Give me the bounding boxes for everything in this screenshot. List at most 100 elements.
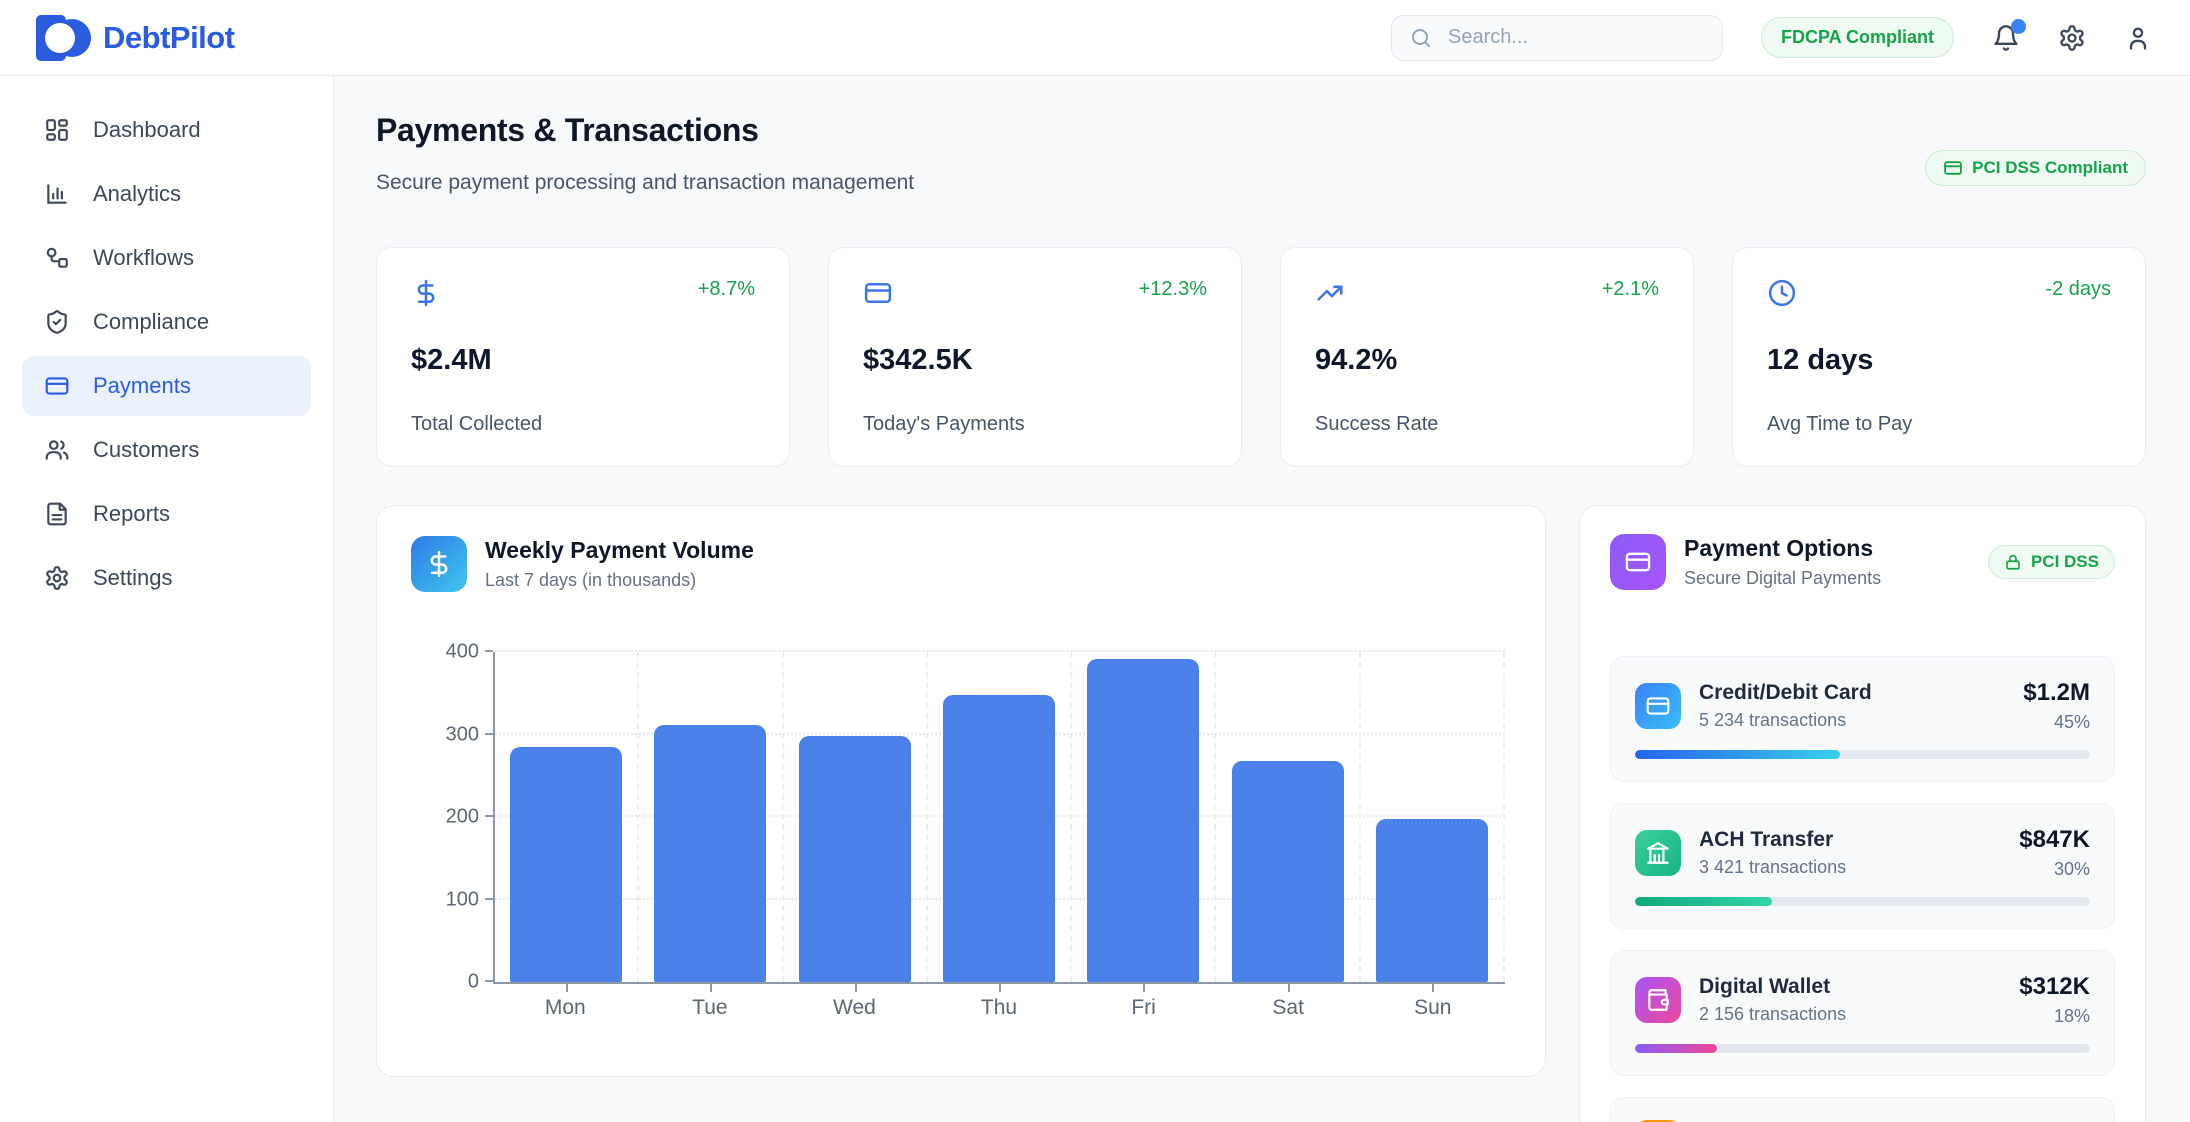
method-name: Digital Wallet xyxy=(1699,975,1831,998)
y-axis-label: 300 xyxy=(445,723,479,745)
sidebar-item-dashboard[interactable]: Dashboard xyxy=(22,100,311,160)
gear-icon xyxy=(2060,24,2084,51)
payment-method-digital-wallet[interactable]: Digital Wallet 2 156 transactions $312K … xyxy=(1610,950,2115,1076)
chart-subtitle: Last 7 days (in thousands) xyxy=(485,570,697,590)
stat-card-todays-payments: +12.3% $342.5K Today's Payments xyxy=(828,247,1242,467)
sidebar-item-label: Compliance xyxy=(93,309,210,334)
app-logo[interactable]: DebtPilot xyxy=(36,14,235,62)
sidebar-item-label: Settings xyxy=(93,565,173,590)
notification-dot xyxy=(2011,18,2026,34)
sidebar-item-label: Analytics xyxy=(93,181,182,206)
method-transactions: 5 234 transactions xyxy=(1699,710,1847,730)
bar-thu xyxy=(942,694,1055,982)
dashboard-grid-icon xyxy=(46,119,68,141)
bell-icon xyxy=(1994,24,2018,51)
debtpilot-logo-icon xyxy=(36,14,91,62)
sidebar-item-workflows[interactable]: Workflows xyxy=(22,228,311,288)
dollar-icon xyxy=(411,536,467,592)
settings-button[interactable] xyxy=(2058,24,2086,52)
pci-dss-badge: PCI DSS xyxy=(1987,545,2115,579)
method-progress-fill xyxy=(1635,897,1772,906)
method-percent: 30% xyxy=(2053,859,2090,879)
x-axis-label-sun: Sun xyxy=(1414,996,1452,1019)
stat-cards-row: +8.7% $2.4M Total Collected +12.3% $342.… xyxy=(376,247,2146,467)
chart-slot-thu xyxy=(928,652,1073,992)
stat-change: -2 days xyxy=(2045,278,2111,300)
user-profile-button[interactable] xyxy=(2124,24,2152,52)
sidebar-item-reports[interactable]: Reports xyxy=(22,484,311,544)
bar-chart: 0 100 200 300 400 Mon Tue Wed Thu Fri Sat Sun xyxy=(446,641,1505,1048)
chart-slot-fri xyxy=(1072,652,1217,992)
lock-icon xyxy=(2006,554,2020,570)
stat-value: 12 days xyxy=(1767,344,1874,376)
sidebar-item-label: Dashboard xyxy=(93,117,201,142)
stat-change: +8.7% xyxy=(697,278,755,300)
wallet-icon xyxy=(1635,977,1681,1023)
method-progress-track xyxy=(1635,897,2090,906)
sidebar-item-label: Payments xyxy=(93,373,191,398)
x-axis-label-thu: Thu xyxy=(980,996,1018,1019)
payment-method-ach-transfer[interactable]: ACH Transfer 3 421 transactions $847K 30… xyxy=(1610,803,2115,929)
payment-method-mobile-payment[interactable]: Mobile Payment $156K xyxy=(1610,1097,2115,1122)
method-name: ACH Transfer xyxy=(1699,828,1834,851)
payment-method-credit-debit-card[interactable]: Credit/Debit Card 5 234 transactions $1.… xyxy=(1610,656,2115,782)
x-axis-label-tue: Tue xyxy=(692,996,728,1019)
y-axis-label: 400 xyxy=(445,640,479,663)
method-progress-track xyxy=(1635,750,2090,759)
sidebar-item-customers[interactable]: Customers xyxy=(22,420,311,480)
gridline xyxy=(495,650,1505,652)
stat-change: +2.1% xyxy=(1601,278,1659,300)
chart-slot-sat xyxy=(1216,652,1361,992)
y-axis-tick xyxy=(485,897,493,900)
method-percent: 18% xyxy=(2053,1006,2090,1026)
method-amount: $312K xyxy=(2019,973,2090,1000)
bar-sun xyxy=(1375,818,1488,982)
sidebar-item-label: Customers xyxy=(93,437,200,462)
x-axis-label-mon: Mon xyxy=(544,996,586,1019)
credit-card-icon xyxy=(1944,161,1962,175)
workflow-icon xyxy=(46,247,68,268)
bar-sat xyxy=(1231,760,1344,982)
bar-wed xyxy=(798,736,911,982)
pci-dss-compliant-badge: PCI DSS Compliant xyxy=(1925,150,2146,186)
x-axis-label-sat: Sat xyxy=(1272,996,1304,1019)
users-icon xyxy=(45,440,69,460)
top-header: DebtPilot FDCPA Compliant xyxy=(0,0,2190,76)
method-name: Credit/Debit Card xyxy=(1699,681,1872,704)
credit-card-icon xyxy=(1610,534,1666,590)
sidebar-item-label: Reports xyxy=(93,501,171,526)
notifications-button[interactable] xyxy=(1992,18,2026,52)
stat-label: Avg Time to Pay xyxy=(1767,413,1913,435)
chart-slot-tue xyxy=(639,652,784,992)
stat-change: +12.3% xyxy=(1138,278,1207,300)
sidebar-item-settings[interactable]: Settings xyxy=(22,548,311,608)
search-icon xyxy=(1409,26,1433,50)
method-amount: $1.2M xyxy=(2023,679,2090,706)
bank-icon xyxy=(1635,830,1681,876)
search-input[interactable] xyxy=(1446,25,1705,50)
bar-mon xyxy=(510,746,623,982)
sidebar-item-compliance[interactable]: Compliance xyxy=(22,292,311,352)
y-axis-tick xyxy=(485,650,493,652)
sidebar-item-payments[interactable]: Payments xyxy=(22,356,311,416)
x-axis-label-fri: Fri xyxy=(1131,996,1156,1019)
y-axis-label: 100 xyxy=(445,888,479,910)
page-subtitle: Secure payment processing and transactio… xyxy=(376,171,915,194)
stat-card-avg-time-to-pay: -2 days 12 days Avg Time to Pay xyxy=(1732,247,2146,467)
gear-icon xyxy=(46,566,68,590)
user-icon xyxy=(2129,27,2147,50)
method-transactions: 2 156 transactions xyxy=(1699,1004,1847,1024)
app-name: DebtPilot xyxy=(103,19,235,55)
y-axis-tick xyxy=(485,732,493,735)
search-input-container[interactable] xyxy=(1391,14,1723,61)
chart-slot-wed xyxy=(784,652,928,992)
sidebar-item-analytics[interactable]: Analytics xyxy=(22,164,311,224)
stat-value: $342.5K xyxy=(863,344,973,376)
shield-check-icon xyxy=(47,310,67,334)
bar-tue xyxy=(654,724,767,982)
sidebar-nav: Dashboard Analytics Workflows Compliance… xyxy=(0,76,334,1122)
method-progress-track xyxy=(1635,1044,2090,1053)
main-content: Payments & Transactions Secure payment p… xyxy=(334,76,2190,1122)
chart-slot-sun xyxy=(1361,652,1505,992)
method-percent: 45% xyxy=(2053,712,2090,732)
